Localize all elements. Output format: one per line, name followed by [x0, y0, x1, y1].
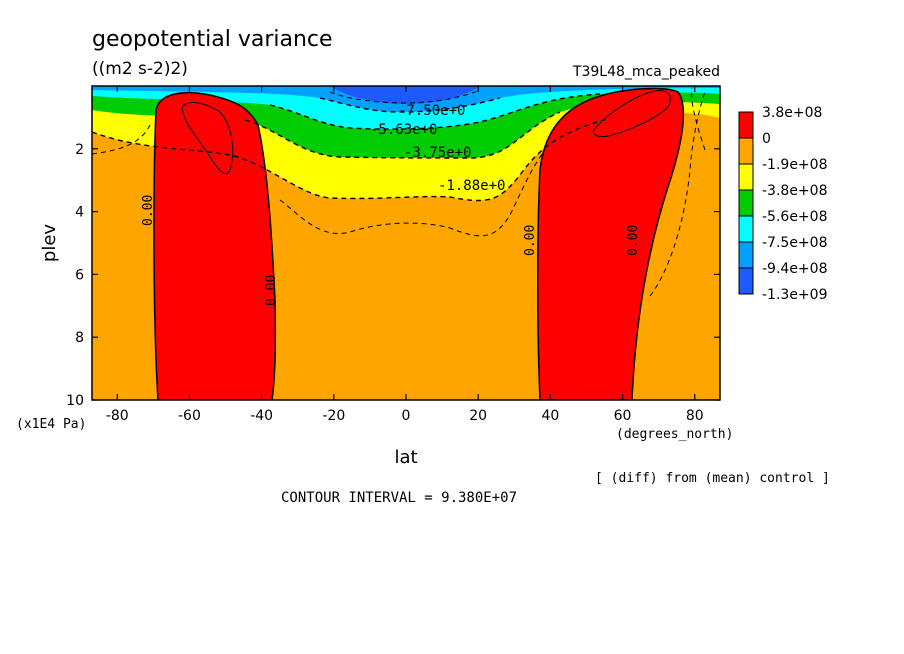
chart-title: geopotential variance [92, 27, 333, 52]
chart-subtitle: ((m2 s-2)2) [92, 59, 188, 79]
x-axis-units: (degrees_north) [616, 427, 733, 442]
contour-label-zero-4: 0.00 [626, 225, 641, 256]
experiment-label: T39L48_mca_peaked [572, 64, 720, 80]
field-red-south [153, 91, 277, 400]
colorbar: 3.8e+08 0 -1.9e+08 -3.8e+08 -5.6e+08 -7.5e+08… [738, 105, 827, 303]
colorbar-swatch [738, 111, 754, 139]
colorbar-swatch [738, 189, 754, 217]
field-blue [330, 86, 480, 104]
y-ticks: 2 4 6 8 10 [66, 142, 720, 409]
x-tick-label: -80 [106, 408, 129, 424]
colorbar-label: 0 [762, 131, 771, 147]
colorbar-label: -1.3e+09 [762, 287, 827, 303]
x-tick-label: 40 [541, 408, 559, 424]
contour-max-north [593, 90, 671, 138]
field-red-north [537, 87, 685, 400]
x-tick-label: -40 [250, 408, 273, 424]
x-axis-label: lat [394, 447, 417, 468]
colorbar-label: -5.6e+08 [762, 209, 827, 225]
contour-dash-7 [269, 93, 601, 130]
colorbar-swatch [738, 215, 754, 243]
colorbar-swatch [738, 137, 754, 165]
colorbar-label: -7.5e+08 [762, 235, 827, 251]
colorbar-swatch [738, 241, 754, 269]
contour-label-375: -3.75e+0 [404, 145, 471, 161]
colorbar-label: -9.4e+08 [762, 261, 827, 277]
contour-dash-4 [92, 117, 611, 202]
y-tick-label: 6 [75, 267, 84, 283]
x-tick-label: 60 [614, 408, 632, 424]
contour-label-zero-3: 0.00 [523, 225, 538, 256]
x-tick-label: 20 [469, 408, 487, 424]
plot-area [92, 86, 720, 400]
colorbar-label: 3.8e+08 [762, 105, 822, 121]
colorbar-swatch [738, 267, 754, 295]
y-axis-label: plev [39, 224, 60, 263]
negative-contours [92, 87, 706, 297]
contour-label-zero-1: 0.00 [141, 195, 156, 226]
colorbar-label: -3.8e+08 [762, 183, 827, 199]
contour-dash-8 [319, 97, 501, 113]
y-axis-units: (x1E4 Pa) [16, 417, 86, 432]
contour-dash-5 [279, 149, 546, 237]
contour-label-750: -7.50e+0 [398, 103, 465, 119]
x-tick-label: 80 [686, 408, 704, 424]
contour-dash-9 [329, 89, 481, 104]
y-tick-label: 10 [66, 393, 84, 409]
contour-label-188: -1.88e+0 [438, 178, 505, 194]
y-tick-label: 4 [75, 205, 84, 221]
colorbar-label: -1.9e+08 [762, 157, 827, 173]
contour-label-563: -5.63e+0 [370, 122, 437, 138]
x-ticks: -80 -60 -40 -20 0 20 40 60 80 [106, 86, 704, 424]
contour-dash-2 [691, 87, 706, 151]
x-tick-label: 0 [402, 408, 411, 424]
x-tick-label: -60 [178, 408, 201, 424]
contour-max-south [181, 102, 234, 175]
y-tick-label: 8 [75, 330, 84, 346]
y-tick-label: 2 [75, 142, 84, 158]
contour-dash-6 [244, 111, 561, 159]
diff-note: [ (diff) from (mean) control ] [595, 471, 830, 486]
contour-dash-3 [649, 91, 706, 297]
x-tick-label: -20 [322, 408, 345, 424]
contour-label-zero-2: 0.00 [264, 275, 279, 306]
contour-dash-1 [92, 124, 151, 155]
contour-interval: CONTOUR INTERVAL = 9.380E+07 [281, 490, 517, 506]
colorbar-swatch [738, 163, 754, 191]
